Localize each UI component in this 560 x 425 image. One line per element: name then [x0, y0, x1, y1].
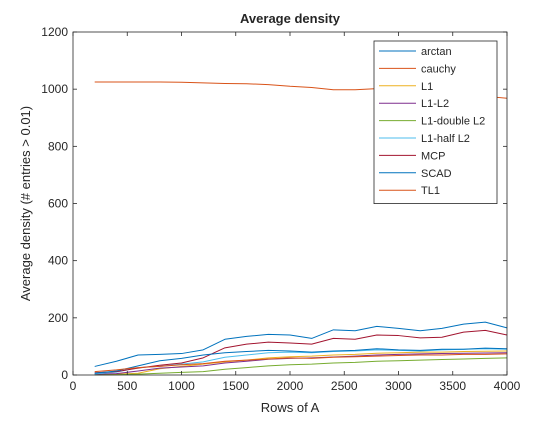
x-tick-label: 4000	[494, 379, 521, 393]
legend-label-l1-l2: L1-L2	[421, 98, 449, 110]
series-line-mcp	[94, 329, 508, 374]
x-tick-label: 2500	[331, 379, 358, 393]
legend-label-tl1: TL1	[421, 185, 440, 197]
legend-label-l1-half-l2: L1-half L2	[421, 133, 470, 145]
y-tick-label: 600	[48, 197, 68, 211]
x-tick-label: 1000	[168, 379, 195, 393]
axes-layer: 0 500 1000 1500 2000 2500 3000 3500 4000 0 200 400 6…	[41, 25, 520, 393]
legend-label-scad: SCAD	[421, 168, 452, 180]
legend-label-mcp: MCP	[421, 150, 445, 162]
y-tick-label: 400	[48, 254, 68, 268]
y-tick-label: 1000	[41, 82, 68, 96]
x-tick-label: 500	[117, 379, 137, 393]
x-tick-label: 3000	[385, 379, 412, 393]
x-tick-label: 2000	[277, 379, 304, 393]
y-tick-label: 1200	[41, 25, 68, 39]
y-tick-label: 800	[48, 139, 68, 153]
series-line-tl1	[94, 353, 508, 373]
series-layer	[94, 81, 508, 376]
x-tick-label: 1500	[222, 379, 249, 393]
chart-title: Average density	[240, 11, 341, 26]
y-axis-label: Average density (# entries > 0.01)	[18, 106, 33, 301]
series-line-scad	[94, 347, 508, 374]
legend-label-l1: L1	[421, 81, 433, 93]
x-tick-label: 0	[70, 379, 77, 393]
y-tick-label: 200	[48, 311, 68, 325]
legend-label-l1-double-l2: L1-double L2	[421, 116, 485, 128]
series-line-l1-double-l2	[94, 357, 508, 376]
legend-label-arctan: arctan	[421, 46, 452, 58]
series-line-arctan	[94, 321, 508, 367]
legend-label-cauchy: cauchy	[421, 63, 456, 75]
x-tick-label: 3500	[439, 379, 466, 393]
x-axis-label: Rows of A	[261, 400, 320, 415]
legend: arctan cauchy L1 L1-L2 L1-double L2 L1-half L…	[373, 40, 498, 205]
y-tick-label: 0	[61, 368, 68, 382]
